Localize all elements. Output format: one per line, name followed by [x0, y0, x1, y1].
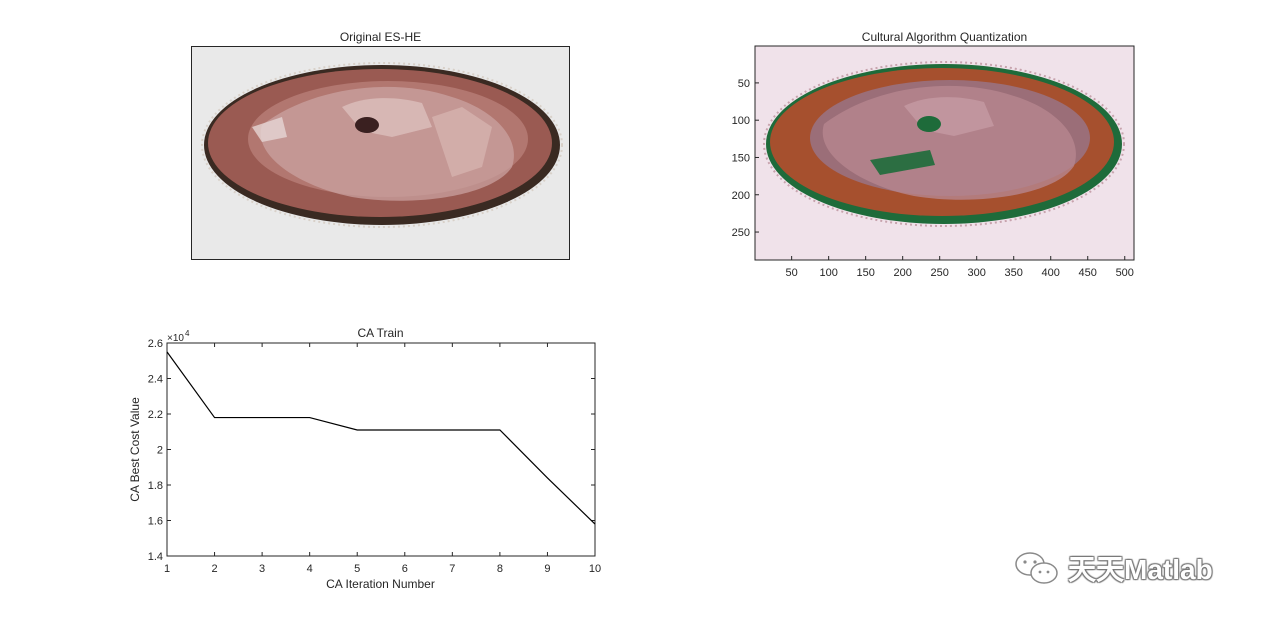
chart-title: CA Train — [357, 326, 403, 340]
x-tick-label: 4 — [307, 563, 313, 575]
x-tick-label: 10 — [589, 563, 601, 575]
quantized-fossil-picture — [763, 61, 1125, 227]
x-tick-label: 500 — [1116, 267, 1134, 279]
chart-x-ticks: 1 2 3 4 5 6 7 8 9 10 — [164, 343, 601, 575]
original-image-title: Original ES-HE — [339, 30, 422, 44]
x-axis-label: CA Iteration Number — [326, 577, 435, 591]
watermark-text: 天天Matlab — [1068, 554, 1213, 585]
fossil-egg-picture — [201, 62, 563, 228]
y-tick-label: 2.6 — [148, 338, 163, 350]
x-tick-label: 250 — [931, 267, 949, 279]
quantized-x-ticks: 50 100 150 200 250 300 350 400 450 500 — [786, 256, 1134, 279]
y-tick-label: 150 — [732, 152, 750, 164]
y-tick-label: 1.4 — [148, 551, 163, 563]
x-tick-label: 3 — [259, 563, 265, 575]
x-tick-label: 200 — [893, 267, 911, 279]
ca-train-chart: CA Train ×10 4 1 2 3 4 5 6 7 8 9 10 1.4 1.6 1.8 2 2.2… — [128, 326, 601, 591]
original-image — [191, 46, 570, 260]
series-points — [166, 351, 596, 525]
y-tick-label: 200 — [732, 190, 750, 202]
y-tick-label: 2.2 — [148, 409, 163, 421]
y-tick-label: 1.6 — [148, 516, 163, 528]
x-tick-label: 50 — [786, 267, 798, 279]
exponent-base: ×10 — [167, 333, 184, 344]
x-tick-label: 7 — [449, 563, 455, 575]
x-tick-label: 350 — [1005, 267, 1023, 279]
x-tick-label: 9 — [544, 563, 550, 575]
x-tick-label: 6 — [402, 563, 408, 575]
x-tick-label: 300 — [968, 267, 986, 279]
quantized-axes-box — [754, 45, 1135, 261]
y-tick-label: 2.4 — [148, 374, 163, 386]
y-tick-label: 100 — [732, 115, 750, 127]
y-tick-label: 50 — [738, 78, 750, 90]
exponent-label: ×10 4 — [167, 329, 190, 344]
series-line-best-cost — [166, 351, 596, 525]
y-tick-label: 2 — [157, 445, 163, 457]
x-tick-label: 2 — [211, 563, 217, 575]
x-tick-label: 450 — [1079, 267, 1097, 279]
x-tick-label: 1 — [164, 563, 170, 575]
x-tick-label: 8 — [497, 563, 503, 575]
chart-y-ticks: 1.4 1.6 1.8 2 2.2 2.4 2.6 — [148, 338, 595, 563]
wechat-logo-icon — [1015, 552, 1058, 584]
chart-plot-area — [166, 342, 596, 557]
exponent-power: 4 — [185, 329, 190, 338]
x-tick-label: 150 — [856, 267, 874, 279]
quantized-image-title: Cultural Algorithm Quantization — [861, 30, 1028, 44]
y-axis-label: CA Best Cost Value — [128, 397, 142, 502]
x-tick-label: 5 — [354, 563, 360, 575]
quantized-y-ticks: 50 100 150 200 250 — [732, 78, 759, 239]
x-tick-label: 400 — [1042, 267, 1060, 279]
quantized-image-axes: 50 100 150 200 250 300 350 400 450 500 50 100 150 20… — [732, 45, 1135, 279]
x-tick-label: 100 — [819, 267, 837, 279]
watermark: 天天Matlab — [1012, 548, 1213, 588]
y-tick-label: 1.8 — [148, 480, 163, 492]
y-tick-label: 250 — [732, 227, 750, 239]
